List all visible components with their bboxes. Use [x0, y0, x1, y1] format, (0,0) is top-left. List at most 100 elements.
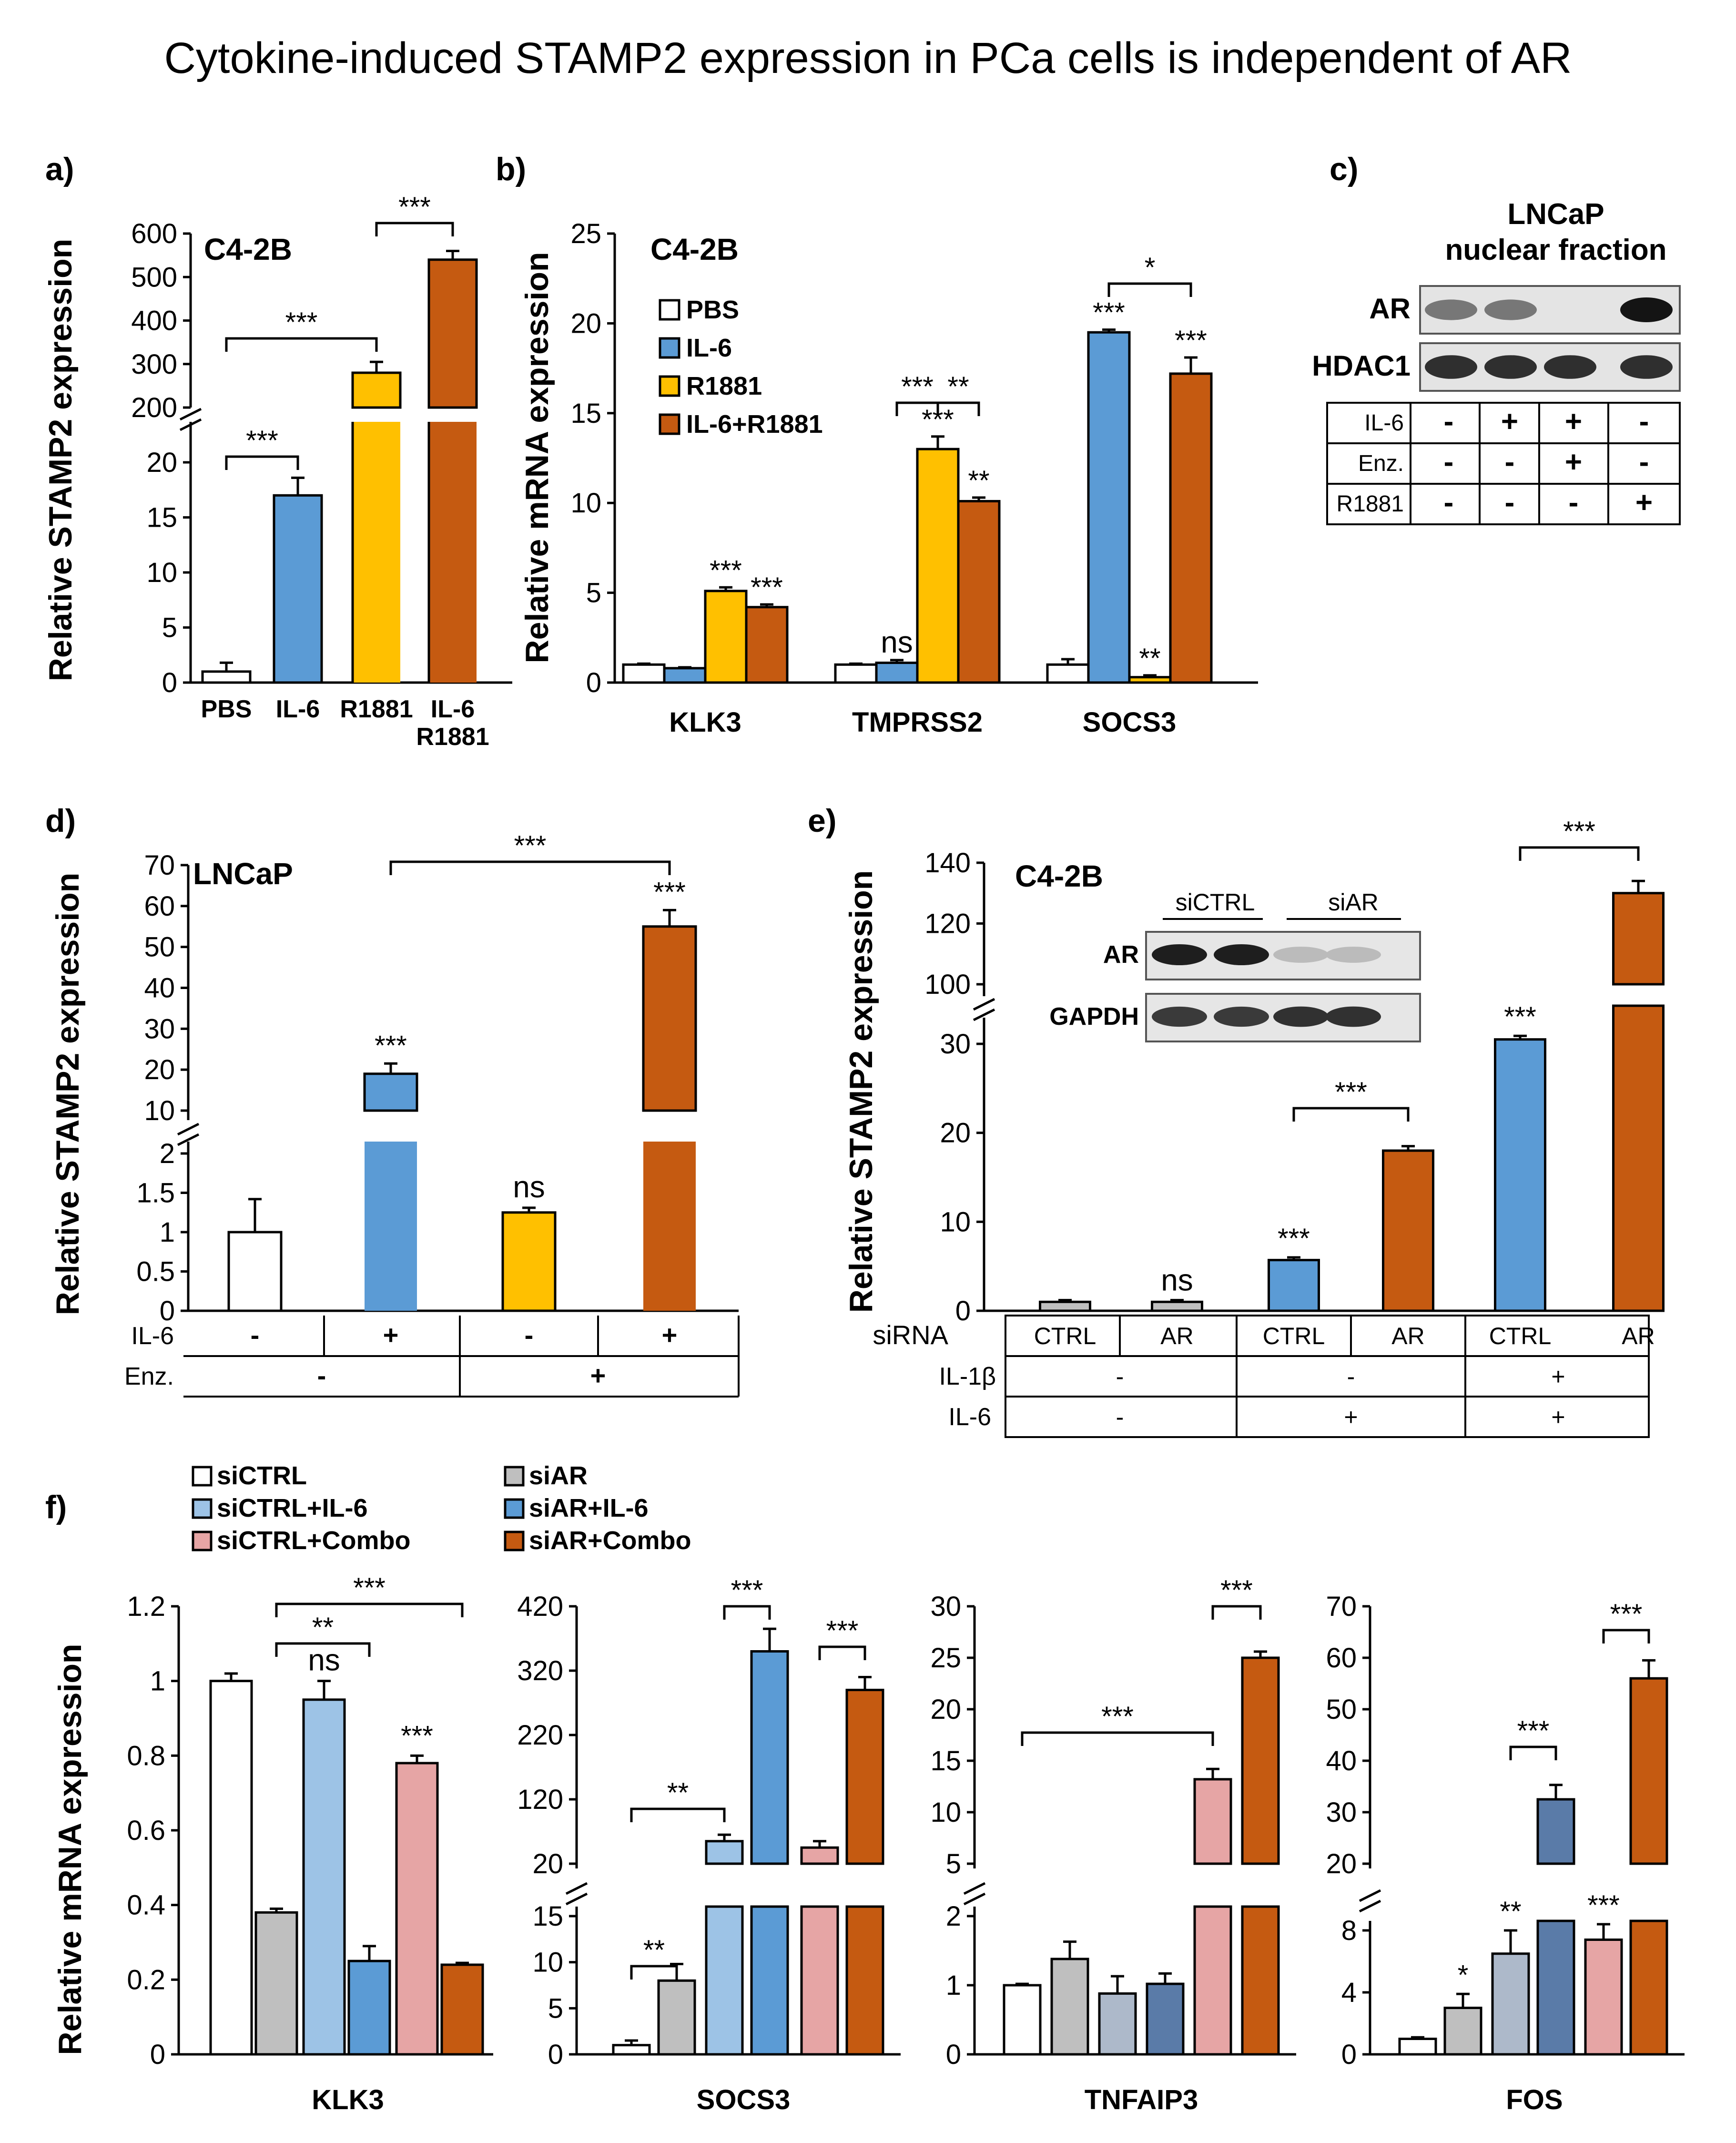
significance-label: ***	[285, 307, 318, 338]
category-label: KLK3	[669, 707, 741, 738]
treatment-value: AR	[1622, 1323, 1655, 1349]
bar	[302, 1698, 346, 2056]
tick-label: 20	[930, 1694, 961, 1725]
tick-label: 5	[162, 612, 177, 643]
treatment-value: -	[251, 1320, 260, 1350]
tick-label: 400	[131, 306, 177, 337]
treatment-name: IL-6	[948, 1403, 991, 1431]
legend-label: IL-6+R1881	[686, 410, 823, 439]
treatment-value: +	[1501, 405, 1518, 438]
cell-line-label: C4-2B	[1015, 859, 1103, 893]
tick-label: 20	[1326, 1848, 1357, 1879]
significance-label: ***	[353, 1572, 386, 1603]
y-axis-label: Relative mRNA expression	[52, 1644, 88, 2055]
blot-title: nuclear fraction	[1445, 234, 1666, 266]
bar-significance-label: **	[1139, 643, 1160, 674]
treatment-value: -	[1444, 405, 1454, 438]
panel-label-c: c)	[1330, 151, 1358, 187]
panel-label-a: a)	[45, 151, 74, 187]
legend-swatch	[504, 1466, 525, 1487]
tick-label: 60	[1326, 1643, 1357, 1674]
legend-swatch	[192, 1498, 213, 1519]
bar	[1443, 2007, 1482, 2056]
blot-title: LNCaP	[1507, 198, 1604, 231]
tick-label: 10	[570, 488, 601, 519]
significance-label: ***	[826, 1615, 859, 1646]
bar	[705, 1905, 744, 2056]
treatment-value: -	[1505, 446, 1515, 479]
panel-label-f: f)	[45, 1489, 67, 1525]
blot-band	[1152, 944, 1207, 965]
significance-bracket	[1602, 1629, 1650, 1643]
tick-label: 5	[946, 1848, 961, 1879]
y-axis-label: Relative STAMP2 expression	[50, 873, 86, 1315]
legend-swatch	[504, 1498, 525, 1519]
treatment-value: -	[1347, 1363, 1355, 1390]
blot-band	[1214, 1006, 1269, 1027]
tick-label: 320	[517, 1655, 563, 1686]
tick-label: 0	[150, 2039, 165, 2070]
legend-swatch	[659, 299, 680, 321]
category-label: PBS	[201, 695, 252, 723]
significance-label: **	[643, 1935, 665, 1966]
legend-label: PBS	[686, 296, 739, 324]
category-label: R1881	[416, 723, 489, 751]
treatment-value: -	[525, 1320, 534, 1350]
bar	[1003, 1984, 1042, 2056]
treatment-table	[1005, 1315, 1650, 1438]
bar-significance-label: ***	[710, 555, 742, 586]
category-label: SOCS3	[1083, 707, 1177, 738]
tick-label: 60	[144, 891, 175, 922]
blot-band	[1544, 355, 1596, 379]
bar-significance-label: *	[1458, 1959, 1469, 1990]
tick-label: 10	[532, 1947, 563, 1978]
bar	[363, 1072, 418, 1112]
significance-bracket	[818, 1645, 866, 1660]
axis-break-mark	[565, 1882, 588, 1906]
tick-label: 4	[1341, 1977, 1357, 2008]
tick-label: 8	[1341, 1915, 1357, 1946]
blot-band	[1273, 1006, 1329, 1027]
axis-break-mark	[963, 1882, 986, 1906]
tick-label: 70	[144, 850, 175, 881]
bar	[351, 371, 402, 409]
significance-label: ***	[1517, 1715, 1550, 1746]
significance-label: ***	[1220, 1575, 1253, 1606]
treatment-name: Enz.	[124, 1363, 174, 1390]
significance-bracket	[1107, 282, 1192, 297]
tick-label: 0	[955, 1296, 971, 1327]
significance-bracket	[1292, 1107, 1410, 1122]
tick-label: 0.2	[127, 1964, 165, 1995]
bar	[227, 1231, 283, 1312]
treatment-value: -	[1505, 486, 1515, 519]
tick-label: 5	[548, 1993, 563, 2024]
tick-label: 1.5	[136, 1178, 175, 1209]
treatment-value: CTRL	[1489, 1323, 1552, 1349]
significance-bracket	[1509, 1745, 1557, 1760]
y-axis-label: Relative mRNA expression	[519, 252, 555, 663]
blot-band	[1484, 299, 1537, 320]
cell-line-label: C4-2B	[204, 232, 292, 266]
tick-label: 500	[131, 262, 177, 293]
tick-label: 220	[517, 1720, 563, 1751]
tick-label: 20	[532, 1848, 563, 1879]
blot-band-label: AR	[1369, 293, 1411, 325]
significance-bracket	[225, 455, 299, 470]
bar	[254, 1911, 298, 2056]
tick-label: 5	[586, 578, 601, 609]
tick-label: 40	[1326, 1745, 1357, 1776]
bar	[612, 2044, 651, 2056]
category-label: SOCS3	[697, 2084, 791, 2115]
tick-label: 25	[930, 1643, 961, 1674]
bar	[705, 1840, 744, 1865]
tick-label: 600	[131, 218, 177, 249]
bar	[642, 925, 697, 1112]
inset-group-label: siAR	[1328, 889, 1379, 916]
bar-significance-label: **	[968, 465, 989, 496]
treatment-value: -	[1116, 1363, 1124, 1390]
bar	[1039, 1300, 1091, 1312]
bar	[1087, 331, 1131, 684]
significance-label: ***	[1101, 1701, 1134, 1732]
bar	[750, 1905, 789, 2056]
significance-bracket	[225, 337, 378, 352]
